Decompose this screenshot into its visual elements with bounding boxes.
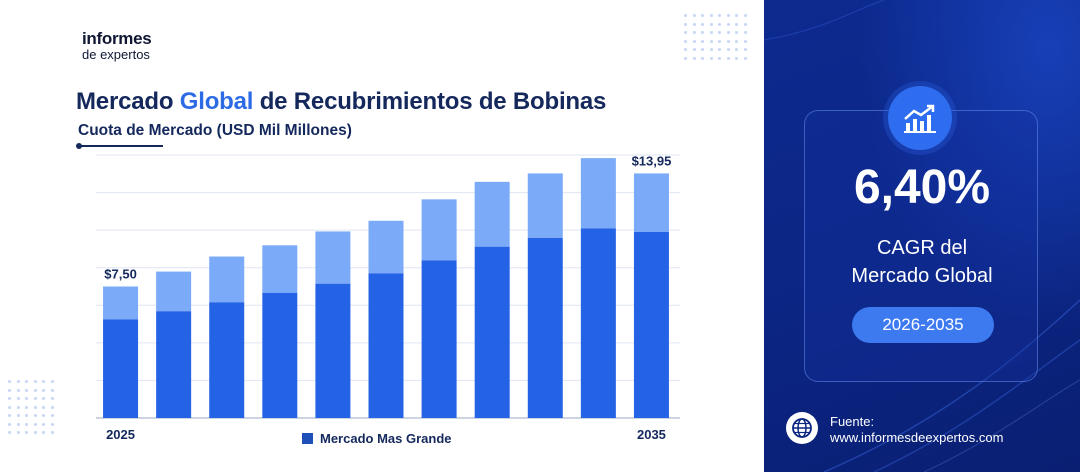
legend-swatch <box>302 433 313 444</box>
cagr-label-line2: Mercado Global <box>851 265 993 287</box>
data-label: $7,50 <box>104 267 137 282</box>
source-url: www.informesdeexpertos.com <box>830 430 1004 445</box>
bar-base-segment <box>103 319 139 418</box>
bar-upper-segment <box>262 245 298 293</box>
bar-base-segment <box>421 260 457 418</box>
bar-base-segment <box>315 283 351 418</box>
title-highlight: Global <box>179 88 254 115</box>
bar-base-segment <box>368 273 404 418</box>
brand-logo: informes de expertos <box>82 29 152 62</box>
brand-line1: informes <box>82 29 152 48</box>
data-label: $13,95 <box>632 153 672 168</box>
title-part1: Mercado <box>76 88 180 115</box>
cagr-value: 6,40% <box>853 161 991 214</box>
bar-base-segment <box>633 231 669 418</box>
source-block: Fuente: www.informesdeexpertos.com <box>830 414 1003 446</box>
title-part2: de Recubrimientos de Bobinas <box>253 88 607 115</box>
trend-up-chart-icon <box>888 86 952 150</box>
legend-label: Mercado Mas Grande <box>320 431 452 446</box>
cagr-label-line1: CAGR del <box>876 237 968 259</box>
bar-upper-segment <box>209 256 245 303</box>
chart-panel: informes de expertos Mercado Global de R… <box>8 14 747 446</box>
bar-base-segment <box>527 237 563 418</box>
globe-icon <box>786 412 818 444</box>
subtitle-underline <box>78 145 163 147</box>
bar-base-segment <box>156 311 192 418</box>
cagr-label: CAGR del Mercado Global <box>764 234 1080 290</box>
bar-upper-segment <box>368 220 404 274</box>
bar-base-segment <box>580 228 616 418</box>
bar-upper-segment <box>474 181 510 247</box>
source-label: Fuente: <box>830 414 875 429</box>
bar-base-segment <box>474 246 510 418</box>
subtitle-underline-dot <box>76 143 82 149</box>
chart-legend: Mercado Mas Grande <box>302 431 452 446</box>
bar-base-segment <box>209 302 245 418</box>
bar-upper-segment <box>421 199 457 261</box>
bar-upper-segment <box>527 173 563 238</box>
bar-upper-segment <box>156 271 192 312</box>
bar-upper-segment <box>315 231 351 284</box>
x-tick-label: 2025 <box>106 427 135 442</box>
bar-base-segment <box>262 292 298 418</box>
brand-line2: de expertos <box>82 47 150 62</box>
bar-upper-segment <box>103 286 139 320</box>
x-tick-label: 2035 <box>637 427 666 442</box>
chart-title: Mercado Global de Recubrimientos de Bobi… <box>76 88 606 116</box>
chart-subtitle: Cuota de Mercado (USD Mil Millones) <box>78 122 352 139</box>
kpi-panel <box>764 0 1080 472</box>
bar-upper-segment <box>580 158 616 229</box>
bar-chart: $7,50 2025 $13,95 2035 <box>96 153 680 442</box>
decorative-waves <box>764 0 1080 472</box>
bar-upper-segment <box>633 173 669 232</box>
period-badge: 2026-2035 <box>852 307 994 343</box>
